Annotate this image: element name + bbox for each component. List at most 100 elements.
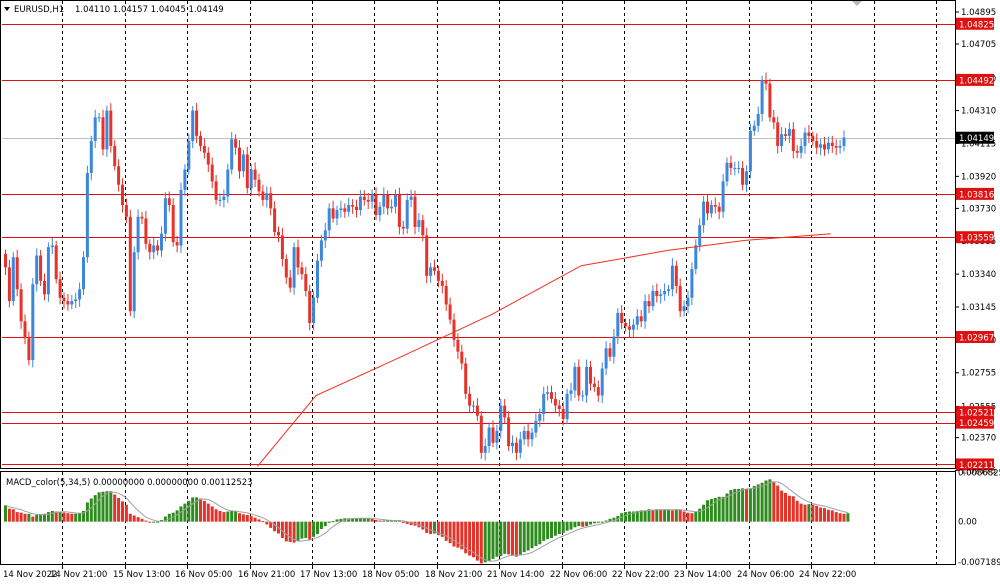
- current-price-box: [956, 131, 994, 144]
- candle-body: [370, 194, 374, 202]
- candle: [109, 103, 113, 153]
- candle-body: [82, 257, 85, 290]
- macd-bar: [538, 521, 542, 545]
- candle: [667, 284, 670, 296]
- candle: [756, 106, 760, 132]
- macd-bar: [319, 521, 323, 530]
- candle-body: [362, 196, 366, 200]
- candle: [752, 120, 756, 136]
- macd-bar: [737, 488, 741, 522]
- macd-bar: [573, 521, 577, 528]
- candle: [113, 140, 117, 171]
- candle: [479, 411, 483, 459]
- macd-bar: [628, 511, 631, 522]
- candle-body: [553, 398, 557, 406]
- candle: [370, 189, 374, 209]
- macd-bar: [50, 510, 54, 522]
- macd-bar: [101, 491, 105, 522]
- candle: [105, 105, 109, 157]
- candle: [787, 122, 791, 144]
- macd-bar: [479, 521, 483, 564]
- macd-bar: [124, 504, 128, 522]
- candle-body: [596, 387, 600, 396]
- macd-bar: [89, 498, 93, 522]
- macd-bar: [4, 505, 7, 522]
- level-price-label: 1.03816: [959, 190, 994, 200]
- candle-body: [530, 432, 534, 440]
- candle-body: [518, 439, 522, 453]
- candle-body: [101, 117, 105, 150]
- candle: [148, 239, 152, 260]
- candle-body: [499, 405, 503, 431]
- candle-body: [651, 290, 655, 307]
- candle: [436, 265, 440, 288]
- candle-body: [440, 280, 444, 286]
- macd-bar: [846, 513, 850, 522]
- candle-body: [608, 348, 612, 357]
- candle-body: [612, 336, 616, 357]
- candle-body: [113, 145, 117, 167]
- macd-pane-border: [0, 471, 956, 565]
- candle: [624, 318, 628, 332]
- macd-bar: [456, 521, 460, 548]
- macd-bar: [187, 500, 191, 522]
- candle: [678, 278, 682, 318]
- candle: [339, 200, 343, 218]
- macd-bar: [66, 513, 70, 522]
- macd-bar: [694, 511, 698, 522]
- candle-body: [280, 235, 284, 259]
- candle: [19, 283, 23, 329]
- time-tick-label: 14 Nov 21:00: [50, 570, 107, 580]
- candle-body: [292, 247, 296, 288]
- macd-bar: [526, 521, 530, 551]
- macd-bar: [152, 521, 156, 523]
- candle: [737, 161, 741, 174]
- macd-bar: [210, 506, 214, 522]
- triangle-down-icon[interactable]: [4, 7, 10, 11]
- macd-bar: [542, 521, 546, 541]
- candle: [768, 78, 772, 122]
- candle: [670, 258, 674, 297]
- candle-body: [507, 417, 511, 447]
- candle: [491, 420, 495, 448]
- macd-axis: 0.00868257 0.00 -0.00718935: [958, 469, 1000, 569]
- scroll-marker-icon[interactable]: [852, 1, 862, 6]
- macd-bar: [82, 510, 85, 522]
- candle-body: [23, 321, 27, 339]
- candle: [585, 359, 589, 403]
- candle: [717, 202, 721, 220]
- candle-body: [121, 184, 124, 205]
- macd-bar: [39, 514, 43, 522]
- macd-bar: [362, 518, 366, 522]
- candle-body: [382, 194, 386, 207]
- candle-body: [11, 257, 15, 302]
- macd-bar: [46, 512, 50, 522]
- macd-bar: [682, 511, 686, 522]
- candle-body: [50, 245, 54, 248]
- time-tick-label: 22 Nov 06:00: [550, 570, 607, 580]
- candle: [604, 341, 608, 376]
- candle-body: [546, 392, 550, 394]
- candle: [292, 242, 296, 295]
- macd-bar: [838, 513, 842, 522]
- ma-line: [257, 233, 831, 467]
- macd-bar: [475, 521, 479, 561]
- macd-bar: [776, 485, 780, 522]
- candle: [464, 357, 468, 400]
- candle: [507, 411, 511, 451]
- candle: [499, 398, 503, 439]
- candle-body: [89, 140, 93, 173]
- candle-body: [378, 206, 382, 216]
- macd-bar: [795, 500, 799, 522]
- candle-body: [58, 279, 62, 298]
- macd-bar: [452, 521, 456, 547]
- candle: [522, 426, 526, 445]
- macd-bar: [448, 521, 452, 544]
- candle: [66, 293, 70, 311]
- macd-bar: [378, 520, 382, 522]
- time-tick-label: 17 Nov 13:00: [300, 570, 357, 580]
- candle: [791, 122, 795, 159]
- macd-bar: [674, 509, 678, 522]
- candle: [694, 239, 698, 275]
- macd-bar: [390, 520, 394, 522]
